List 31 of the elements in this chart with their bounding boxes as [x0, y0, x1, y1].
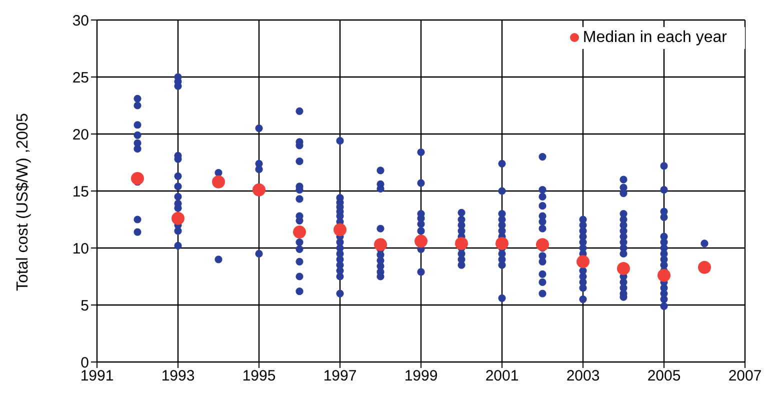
- point: [617, 262, 630, 276]
- x-tick-label: 2001: [485, 368, 519, 385]
- x-tick-label: 1999: [404, 368, 438, 385]
- x-tick-label: 2007: [728, 368, 762, 385]
- y-axis-title: Total cost (US$/W) ,2005: [14, 113, 32, 291]
- point: [374, 238, 387, 252]
- point: [698, 260, 711, 274]
- point: [212, 175, 225, 188]
- legend-label: Median in each year: [582, 29, 727, 46]
- y-tick-label: 15: [72, 183, 89, 200]
- point: [172, 212, 184, 225]
- point: [536, 238, 549, 252]
- point: [496, 236, 508, 250]
- x-tick-label: 1997: [323, 368, 357, 385]
- point: [414, 234, 428, 248]
- y-tick-label: 30: [72, 12, 89, 30]
- x-tick-label: 2005: [647, 368, 681, 385]
- y-tick-label: 10: [72, 240, 89, 258]
- point: [576, 255, 590, 268]
- x-tick-label: 1995: [242, 368, 276, 385]
- point: [455, 236, 468, 250]
- point: [252, 183, 266, 196]
- point: [131, 172, 144, 185]
- y-tick-label: 25: [72, 69, 89, 86]
- y-tick-label: 5: [80, 297, 89, 314]
- x-tick-label: 2003: [566, 368, 600, 385]
- point: [293, 226, 306, 239]
- point: [658, 268, 670, 282]
- point: [334, 223, 346, 236]
- y-tick-label: 20: [72, 126, 89, 144]
- x-tick-label: 1993: [161, 368, 195, 385]
